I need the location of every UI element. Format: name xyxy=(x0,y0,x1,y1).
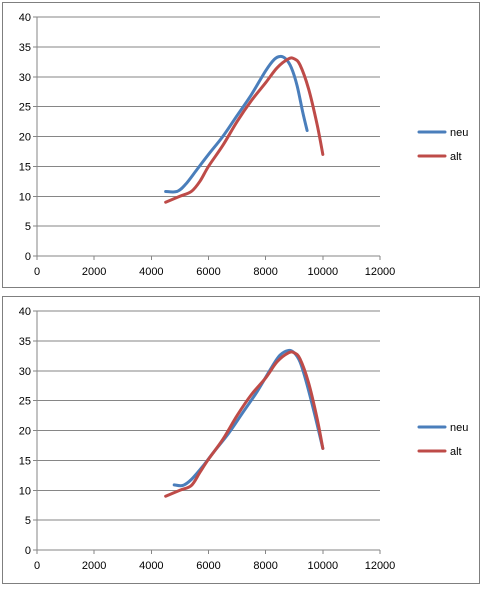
chart-top-legend-label-neu: neu xyxy=(450,127,468,139)
chart-top-xtick-label: 0 xyxy=(34,266,40,278)
chart-top-xtick-label: 10000 xyxy=(308,266,339,278)
chart-top-ytick-label: 15 xyxy=(19,161,31,173)
chart-bottom-ytick-label: 40 xyxy=(19,306,31,318)
chart-top-ytick-label: 35 xyxy=(19,42,31,54)
chart-top-xtick-label: 6000 xyxy=(196,266,220,278)
chart-top-ytick-label: 20 xyxy=(19,132,31,144)
chart-top-xtick-label: 4000 xyxy=(139,266,163,278)
chart-bottom-ytick-label: 15 xyxy=(19,455,31,467)
chart-top-xtick-label: 12000 xyxy=(365,266,396,278)
chart-top-ytick-label: 40 xyxy=(19,12,31,24)
chart-bottom-ytick-label: 25 xyxy=(19,396,31,408)
chart-top-ytick-label: 5 xyxy=(25,221,31,233)
chart-bottom-legend-label-alt: alt xyxy=(450,446,462,458)
chart-bottom-ytick-label: 10 xyxy=(19,485,31,497)
chart-top-xtick-label: 2000 xyxy=(82,266,106,278)
chart-bottom-series-line-alt xyxy=(164,350,325,498)
chart-top-ytick-label: 25 xyxy=(19,102,31,114)
chart-bottom-xtick-label: 10000 xyxy=(308,560,339,572)
chart-top-ytick-label: 0 xyxy=(25,251,31,263)
chart-bottom-ytick-label: 5 xyxy=(25,515,31,527)
chart-top-svg: 0 5 10 15 20 25 30 35 40 0 2000 4000 6000 8000 10000 12… xyxy=(19,12,469,278)
chart-bottom-xtick-label: 6000 xyxy=(196,560,220,572)
chart-bottom-ytick-label: 30 xyxy=(19,366,31,378)
chart-top-xtick-label: 8000 xyxy=(253,266,277,278)
chart-bottom-ytick-label: 20 xyxy=(19,426,31,438)
chart-top-ytick-label: 30 xyxy=(19,72,31,84)
chart-bottom-xtick-label: 12000 xyxy=(365,560,396,572)
chart-bottom-xtick-label: 4000 xyxy=(139,560,163,572)
chart-bottom-ytick-label: 35 xyxy=(19,336,31,348)
chart-bottom-xtick-label: 8000 xyxy=(253,560,277,572)
chart-bottom-ytick-label: 0 xyxy=(25,545,31,557)
chart-bottom-legend-label-neu: neu xyxy=(450,422,468,434)
chart-top-series-line-alt xyxy=(164,56,325,204)
chart-bottom: 0 5 10 15 20 25 30 35 40 0 2000 4000 6000 8000 10000 12… xyxy=(2,296,480,584)
chart-top-legend-label-alt: alt xyxy=(450,151,462,163)
chart-top-series-line-neu xyxy=(164,54,309,194)
chart-top-ytick-label: 10 xyxy=(19,191,31,203)
chart-top: 0 5 10 15 20 25 30 35 40 0 2000 4000 6000 8000 10000 12… xyxy=(2,2,480,288)
chart-bottom-xtick-label: 0 xyxy=(34,560,40,572)
chart-bottom-svg: 0 5 10 15 20 25 30 35 40 0 2000 4000 6000 8000 10000 12… xyxy=(19,306,469,572)
chart-bottom-xtick-label: 2000 xyxy=(82,560,106,572)
